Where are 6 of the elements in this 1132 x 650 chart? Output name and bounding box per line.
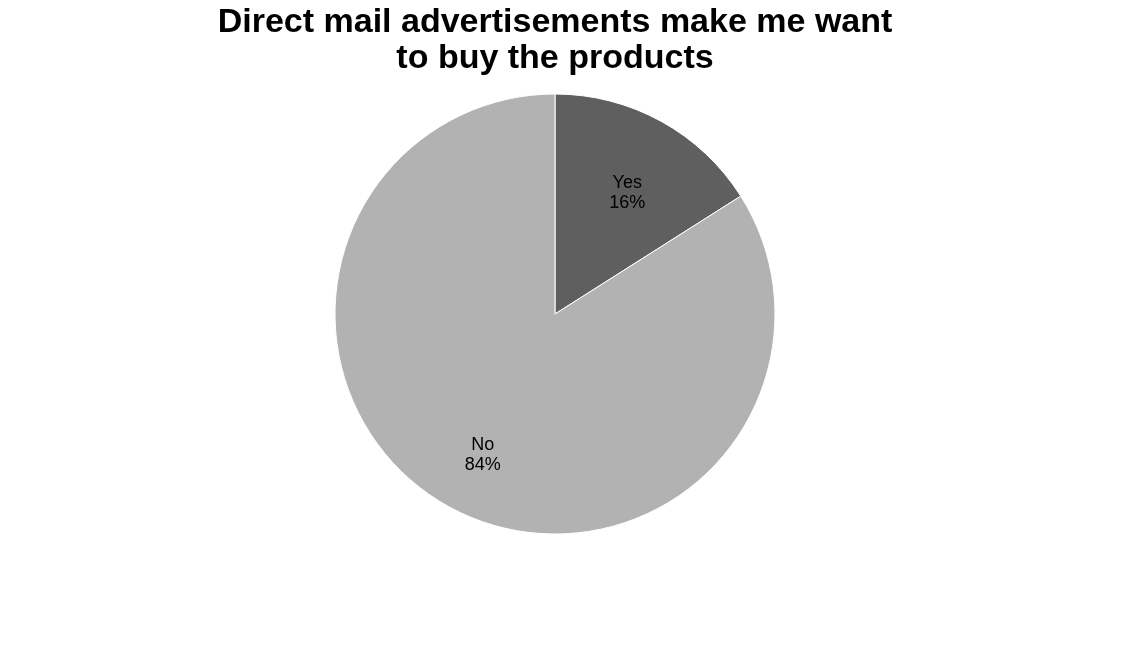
slice-label: Yes [612,171,642,192]
data-label: 84% [464,454,501,475]
chart-title: Direct mail advertisements make me want to buy the products [217,1,893,75]
slice-label: No [471,434,495,455]
data-label: 16% [609,191,646,212]
pie-slice [334,93,776,535]
